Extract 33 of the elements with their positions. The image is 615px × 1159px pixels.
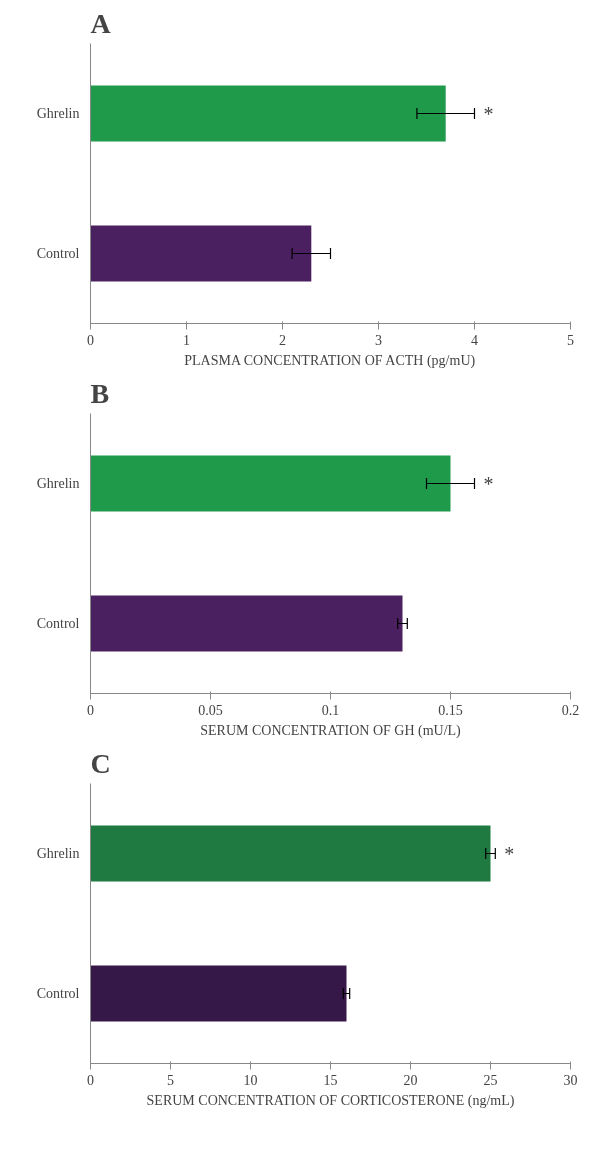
- x-axis-title: PLASMA CONCENTRATION OF ACTH (pg/mU): [184, 352, 476, 369]
- x-tick-label: 10: [243, 1072, 258, 1088]
- x-axis-title: SERUM CONCENTRATION OF GH (mU/L): [200, 722, 462, 739]
- x-tick-label: 1: [183, 332, 190, 348]
- y-tick-label: Ghrelin: [36, 846, 80, 861]
- x-axis-title: SERUM CONCENTRATION OF CORTICOSTERONE (ng/mL): [146, 1092, 515, 1109]
- chart-title: B: [90, 377, 110, 409]
- x-tick-label: 0.15: [438, 702, 463, 718]
- annotation: *: [483, 102, 494, 125]
- x-tick-label: 25: [483, 1072, 498, 1088]
- x-tick-label: 30: [563, 1072, 578, 1088]
- annotation: *: [504, 842, 515, 865]
- x-tick-label: 5: [167, 1072, 174, 1088]
- x-tick-label: 2: [279, 332, 286, 348]
- y-tick-label: Control: [36, 246, 80, 261]
- x-tick-label: 20: [403, 1072, 418, 1088]
- y-tick-label: Control: [36, 616, 80, 631]
- x-tick-label: 0: [87, 332, 94, 348]
- x-tick-label: 15: [323, 1072, 338, 1088]
- y-tick-label: Ghrelin: [36, 106, 80, 121]
- y-tick-label: Control: [36, 986, 80, 1001]
- annotation: *: [483, 472, 494, 495]
- y-tick-label: Ghrelin: [36, 476, 80, 491]
- x-tick-label: 0.1: [321, 702, 340, 718]
- chart-title: C: [90, 747, 111, 779]
- chart-title: A: [90, 7, 112, 39]
- x-tick-label: 0: [87, 1072, 94, 1088]
- x-tick-label: 4: [471, 332, 478, 348]
- x-tick-label: 3: [375, 332, 382, 348]
- x-tick-label: 0: [87, 702, 94, 718]
- x-tick-label: 0.2: [561, 702, 580, 718]
- x-tick-label: 5: [567, 332, 574, 348]
- x-tick-label: 0.05: [198, 702, 223, 718]
